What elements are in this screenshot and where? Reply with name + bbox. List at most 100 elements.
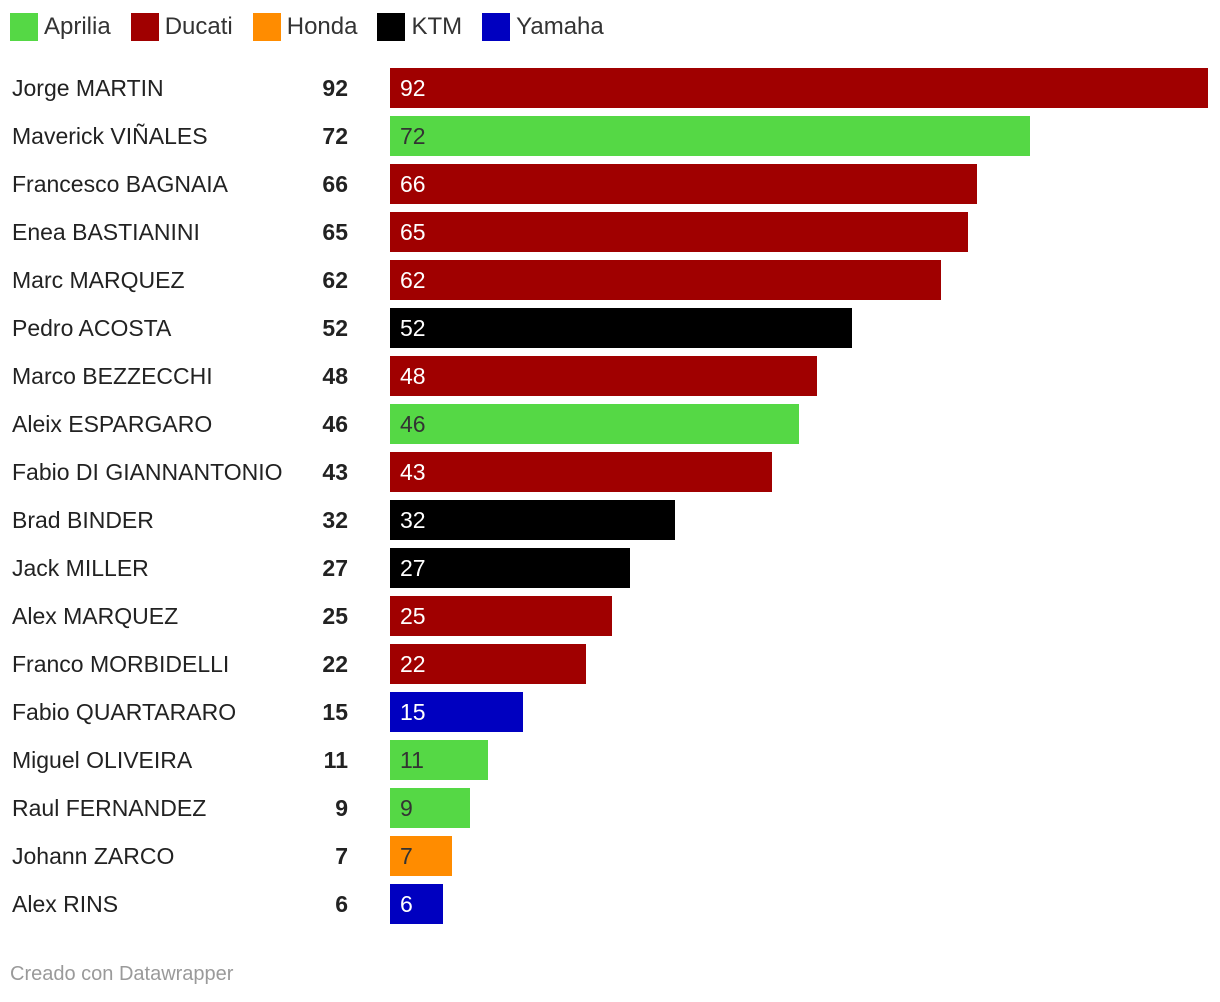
chart-row: Jorge MARTIN 92 92 — [0, 68, 1220, 108]
rider-name: Franco MORBIDELLI — [12, 651, 230, 677]
rider-name: Fabio DI GIANNANTONIO — [12, 459, 283, 485]
legend-label: Aprilia — [44, 13, 111, 40]
legend-item-honda: Honda — [252, 13, 358, 41]
bar: 43 — [390, 452, 772, 492]
chart-row: Pedro ACOSTA 52 52 — [0, 308, 1220, 348]
points-total: 27 — [322, 555, 348, 581]
points-total: 52 — [322, 315, 348, 341]
bar: 9 — [390, 788, 470, 828]
points-total: 72 — [322, 123, 348, 149]
bar: 25 — [390, 596, 612, 636]
chart-row: Jack MILLER 27 27 — [0, 548, 1220, 588]
points-total: 25 — [322, 603, 348, 629]
points-total: 11 — [323, 747, 348, 773]
points-total: 43 — [322, 459, 348, 485]
chart-row: Fabio QUARTARARO 15 15 — [0, 692, 1220, 732]
rider-name: Marc MARQUEZ — [12, 267, 185, 293]
bar-value-label: 25 — [400, 603, 426, 629]
bar-value-label: 46 — [400, 411, 426, 437]
points-total: 62 — [322, 267, 348, 293]
bar-value-label: 9 — [400, 795, 413, 821]
legend-label: Yamaha — [516, 13, 604, 40]
bar: 46 — [390, 404, 799, 444]
chart-row: Maverick VIÑALES 72 72 — [0, 116, 1220, 156]
bar: 7 — [390, 836, 452, 876]
chart-row: Brad BINDER 32 32 — [0, 500, 1220, 540]
chart-row: Aleix ESPARGARO 46 46 — [0, 404, 1220, 444]
points-total: 15 — [322, 699, 348, 725]
points-total: 65 — [322, 219, 348, 245]
legend-label: KTM — [411, 13, 463, 40]
bar: 48 — [390, 356, 817, 396]
rider-name: Raul FERNANDEZ — [12, 795, 207, 821]
points-total: 92 — [322, 75, 348, 101]
bar: 92 — [390, 68, 1208, 108]
legend-swatch — [252, 13, 281, 41]
points-total: 66 — [322, 171, 348, 197]
datawrapper-credit: Creado con Datawrapper — [10, 963, 234, 985]
chart-row: Francesco BAGNAIA 66 66 — [0, 164, 1220, 204]
bar: 65 — [390, 212, 968, 252]
chart-row: Johann ZARCO 7 7 — [0, 836, 1220, 876]
bar: 22 — [390, 644, 586, 684]
chart-row: Enea BASTIANINI 65 65 — [0, 212, 1220, 252]
rider-name: Alex RINS — [12, 891, 119, 917]
chart-row: Fabio DI GIANNANTONIO 43 43 — [0, 452, 1220, 492]
bar-value-label: 62 — [400, 267, 426, 293]
bar: 66 — [390, 164, 977, 204]
rider-name: Johann ZARCO — [12, 843, 175, 869]
legend-item-aprilia: Aprilia — [10, 13, 111, 41]
bar-value-label: 15 — [400, 699, 426, 725]
rider-name: Fabio QUARTARARO — [12, 699, 237, 725]
chart-row: Raul FERNANDEZ 9 9 — [0, 788, 1220, 828]
legend-swatch — [130, 13, 159, 41]
rider-name: Aleix ESPARGARO — [12, 411, 213, 437]
points-total: 6 — [335, 891, 348, 917]
bar-value-label: 27 — [400, 555, 426, 581]
legend-label: Honda — [286, 13, 358, 40]
chart-row: Marc MARQUEZ 62 62 — [0, 260, 1220, 300]
bar: 6 — [390, 884, 443, 924]
rider-name: Jack MILLER — [12, 555, 149, 581]
chart-row: Marco BEZZECCHI 48 48 — [0, 356, 1220, 396]
bar-value-label: 32 — [400, 507, 426, 533]
legend-item-yamaha: Yamaha — [482, 13, 604, 41]
bar: 11 — [390, 740, 488, 780]
rider-name: Enea BASTIANINI — [12, 219, 200, 245]
chart-row: Miguel OLIVEIRA 11 11 — [0, 740, 1220, 780]
rider-name: Francesco BAGNAIA — [12, 171, 229, 197]
bar: 72 — [390, 116, 1030, 156]
bar: 32 — [390, 500, 675, 540]
bar: 15 — [390, 692, 523, 732]
legend-item-ktm: KTM — [377, 13, 462, 41]
chart-legend: Aprilia Ducati Honda KTM Yamaha — [10, 12, 604, 42]
legend-swatch — [377, 13, 406, 41]
bar-value-label: 52 — [400, 315, 426, 341]
bar-value-label: 22 — [400, 651, 426, 677]
chart-row: Alex RINS 6 6 — [0, 884, 1220, 924]
bar-value-label: 7 — [400, 843, 413, 869]
bar-value-label: 72 — [400, 123, 426, 149]
bar-value-label: 92 — [400, 75, 426, 101]
points-total: 22 — [322, 651, 348, 677]
bar-value-label: 43 — [400, 459, 426, 485]
rider-name: Maverick VIÑALES — [12, 123, 208, 149]
rider-name: Pedro ACOSTA — [12, 315, 172, 341]
rider-name: Miguel OLIVEIRA — [12, 747, 193, 773]
legend-label: Ducati — [164, 13, 233, 40]
bar-value-label: 11 — [400, 747, 424, 773]
rider-name: Alex MARQUEZ — [12, 603, 179, 629]
bar-value-label: 6 — [400, 891, 413, 917]
rider-name: Brad BINDER — [12, 507, 154, 533]
chart-row: Franco MORBIDELLI 22 22 — [0, 644, 1220, 684]
bar-value-label: 48 — [400, 363, 426, 389]
bar: 62 — [390, 260, 941, 300]
legend-swatch — [10, 13, 38, 41]
points-total: 7 — [335, 843, 348, 869]
points-total: 32 — [322, 507, 348, 533]
bar-value-label: 65 — [400, 219, 426, 245]
chart-row: Alex MARQUEZ 25 25 — [0, 596, 1220, 636]
legend-item-ducati: Ducati — [130, 13, 233, 41]
points-total: 9 — [335, 795, 348, 821]
rider-name: Marco BEZZECCHI — [12, 363, 213, 389]
